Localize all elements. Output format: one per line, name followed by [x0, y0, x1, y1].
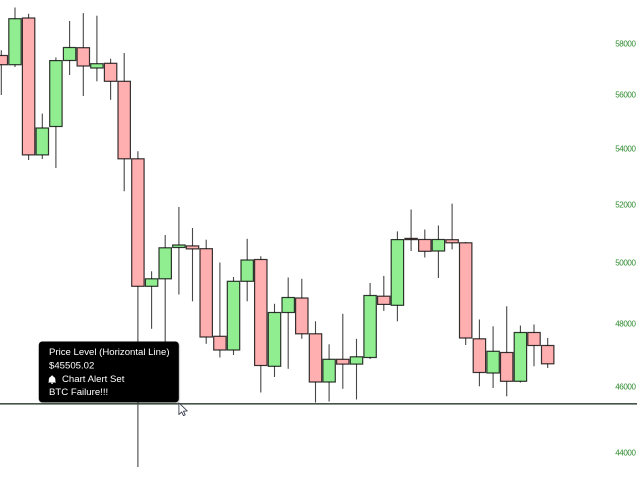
svg-text:56000: 56000	[615, 91, 636, 100]
svg-text:52000: 52000	[615, 201, 636, 210]
svg-text:$45505.02: $45505.02	[49, 360, 94, 371]
svg-text:Chart Alert Set: Chart Alert Set	[62, 374, 125, 385]
svg-text:44000: 44000	[615, 448, 636, 457]
svg-text:46000: 46000	[615, 383, 636, 392]
svg-text:58000: 58000	[615, 39, 636, 48]
svg-text:BTC Failure!!!: BTC Failure!!!	[49, 387, 108, 398]
svg-text:50000: 50000	[615, 259, 636, 268]
svg-text:Price Level (Horizontal Line): Price Level (Horizontal Line)	[49, 347, 170, 358]
svg-text:48000: 48000	[615, 319, 636, 328]
svg-text:54000: 54000	[615, 145, 636, 154]
